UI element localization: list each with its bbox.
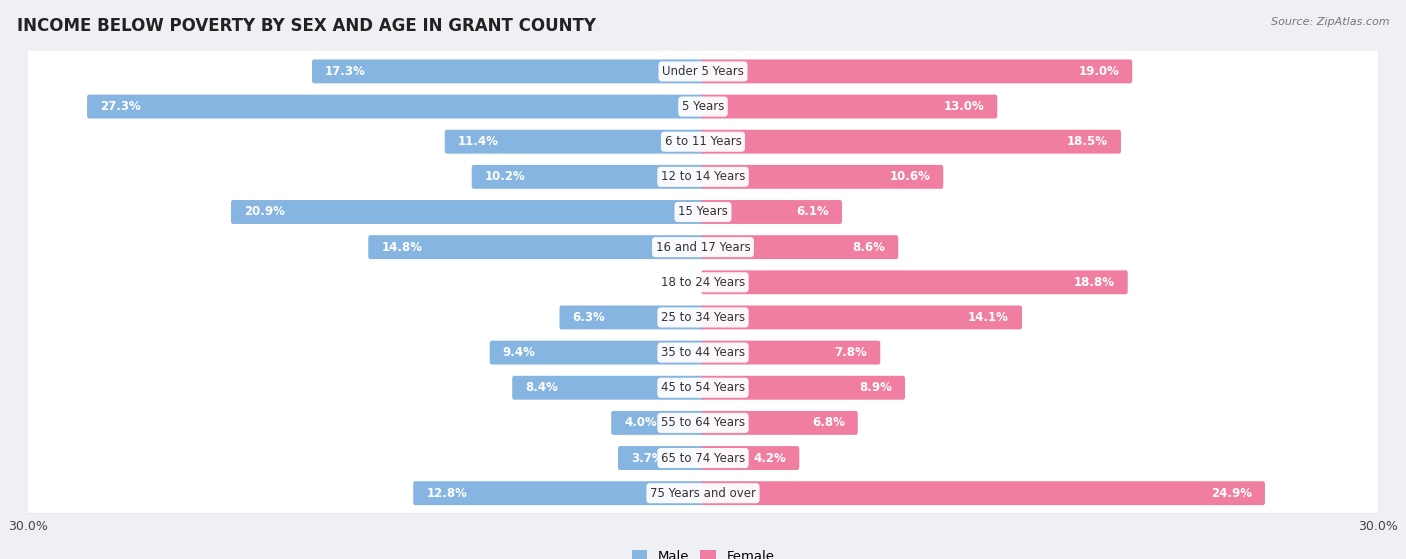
Text: 15 Years: 15 Years <box>678 206 728 219</box>
FancyBboxPatch shape <box>612 411 704 435</box>
FancyBboxPatch shape <box>25 226 1381 268</box>
FancyBboxPatch shape <box>702 446 799 470</box>
Text: 10.6%: 10.6% <box>890 170 931 183</box>
Text: 45 to 54 Years: 45 to 54 Years <box>661 381 745 394</box>
Text: 75 Years and over: 75 Years and over <box>650 487 756 500</box>
FancyBboxPatch shape <box>25 332 1381 373</box>
Text: 8.6%: 8.6% <box>852 240 886 254</box>
Text: Under 5 Years: Under 5 Years <box>662 65 744 78</box>
FancyBboxPatch shape <box>25 86 1381 127</box>
FancyBboxPatch shape <box>25 402 1381 444</box>
Text: 14.1%: 14.1% <box>969 311 1010 324</box>
FancyBboxPatch shape <box>512 376 704 400</box>
Text: 25 to 34 Years: 25 to 34 Years <box>661 311 745 324</box>
Text: 13.0%: 13.0% <box>943 100 984 113</box>
FancyBboxPatch shape <box>25 472 1381 514</box>
Text: 6 to 11 Years: 6 to 11 Years <box>665 135 741 148</box>
Text: 27.3%: 27.3% <box>100 100 141 113</box>
Text: 6.8%: 6.8% <box>811 416 845 429</box>
Text: INCOME BELOW POVERTY BY SEX AND AGE IN GRANT COUNTY: INCOME BELOW POVERTY BY SEX AND AGE IN G… <box>17 17 596 35</box>
FancyBboxPatch shape <box>702 94 997 119</box>
FancyBboxPatch shape <box>472 165 704 189</box>
FancyBboxPatch shape <box>312 59 704 83</box>
Text: 12 to 14 Years: 12 to 14 Years <box>661 170 745 183</box>
FancyBboxPatch shape <box>702 200 842 224</box>
Text: 3.7%: 3.7% <box>631 452 664 465</box>
Text: 7.8%: 7.8% <box>835 346 868 359</box>
FancyBboxPatch shape <box>702 340 880 364</box>
FancyBboxPatch shape <box>25 121 1381 163</box>
Text: 10.2%: 10.2% <box>485 170 526 183</box>
Text: 19.0%: 19.0% <box>1078 65 1119 78</box>
Text: 6.1%: 6.1% <box>796 206 830 219</box>
FancyBboxPatch shape <box>444 130 704 154</box>
Legend: Male, Female: Male, Female <box>626 544 780 559</box>
Text: 18.5%: 18.5% <box>1067 135 1108 148</box>
FancyBboxPatch shape <box>702 271 1128 294</box>
FancyBboxPatch shape <box>619 446 704 470</box>
FancyBboxPatch shape <box>702 59 1132 83</box>
Text: 20.9%: 20.9% <box>245 206 285 219</box>
Text: 8.9%: 8.9% <box>859 381 891 394</box>
Text: 9.4%: 9.4% <box>503 346 536 359</box>
FancyBboxPatch shape <box>702 481 1265 505</box>
FancyBboxPatch shape <box>25 262 1381 303</box>
FancyBboxPatch shape <box>25 297 1381 338</box>
FancyBboxPatch shape <box>702 235 898 259</box>
Text: 14.8%: 14.8% <box>381 240 422 254</box>
Text: 4.0%: 4.0% <box>624 416 657 429</box>
FancyBboxPatch shape <box>702 411 858 435</box>
FancyBboxPatch shape <box>413 481 704 505</box>
FancyBboxPatch shape <box>702 376 905 400</box>
Text: 65 to 74 Years: 65 to 74 Years <box>661 452 745 465</box>
FancyBboxPatch shape <box>25 156 1381 197</box>
FancyBboxPatch shape <box>368 235 704 259</box>
FancyBboxPatch shape <box>702 165 943 189</box>
Text: 35 to 44 Years: 35 to 44 Years <box>661 346 745 359</box>
Text: 17.3%: 17.3% <box>325 65 366 78</box>
FancyBboxPatch shape <box>25 51 1381 92</box>
FancyBboxPatch shape <box>25 437 1381 479</box>
Text: 5 Years: 5 Years <box>682 100 724 113</box>
Text: 0.0%: 0.0% <box>661 276 695 289</box>
Text: Source: ZipAtlas.com: Source: ZipAtlas.com <box>1271 17 1389 27</box>
Text: 12.8%: 12.8% <box>426 487 467 500</box>
FancyBboxPatch shape <box>231 200 704 224</box>
FancyBboxPatch shape <box>25 191 1381 233</box>
Text: 16 and 17 Years: 16 and 17 Years <box>655 240 751 254</box>
FancyBboxPatch shape <box>87 94 704 119</box>
Text: 4.2%: 4.2% <box>754 452 786 465</box>
Text: 18.8%: 18.8% <box>1074 276 1115 289</box>
Text: 18 to 24 Years: 18 to 24 Years <box>661 276 745 289</box>
FancyBboxPatch shape <box>560 305 704 329</box>
Text: 24.9%: 24.9% <box>1211 487 1251 500</box>
Text: 8.4%: 8.4% <box>526 381 558 394</box>
FancyBboxPatch shape <box>25 367 1381 409</box>
Text: 11.4%: 11.4% <box>458 135 499 148</box>
FancyBboxPatch shape <box>489 340 704 364</box>
FancyBboxPatch shape <box>702 305 1022 329</box>
Text: 6.3%: 6.3% <box>572 311 605 324</box>
FancyBboxPatch shape <box>702 130 1121 154</box>
Text: 55 to 64 Years: 55 to 64 Years <box>661 416 745 429</box>
